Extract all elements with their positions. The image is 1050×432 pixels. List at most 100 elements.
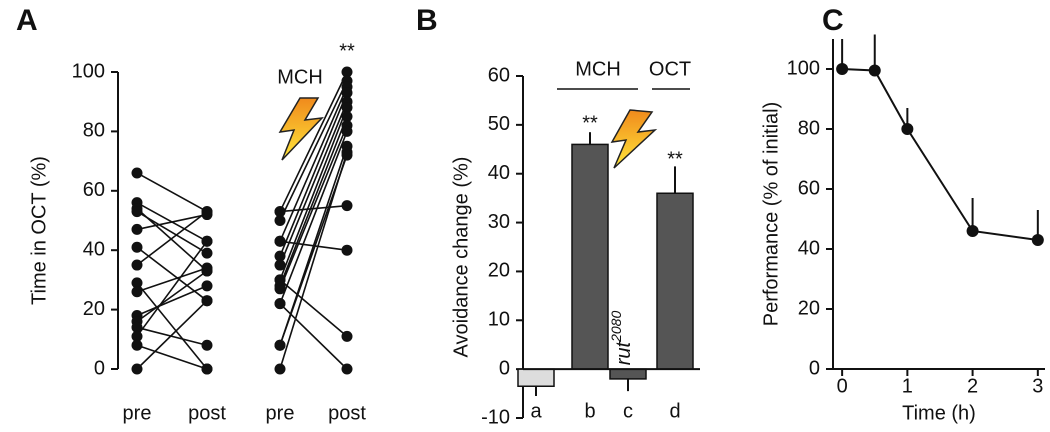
point (131, 321, 143, 333)
genotype-allele: 2080 (608, 311, 624, 343)
y-tick-label: 10 (488, 309, 510, 331)
point (341, 149, 353, 161)
x-tick-label: 0 (837, 375, 848, 397)
y-tick-label: -10 (481, 406, 510, 428)
pair-line (279, 303, 348, 370)
x-tick-label: d (669, 400, 680, 422)
point (201, 247, 213, 259)
annotation: ** (667, 148, 683, 170)
x-tick-label: 1 (902, 375, 913, 397)
pair-line (136, 344, 208, 370)
point (201, 295, 213, 307)
pair-line (136, 270, 208, 323)
pair-line (136, 326, 208, 347)
point (131, 339, 143, 351)
shock-icon (278, 97, 324, 161)
x-tick-label: pre (123, 402, 152, 424)
point (201, 339, 213, 351)
y-tick-label: 80 (83, 120, 105, 142)
annotation: ** (339, 40, 355, 62)
point (868, 64, 881, 77)
y-tick-label: 20 (83, 298, 105, 320)
annotation: MCH (277, 66, 323, 88)
point (131, 223, 143, 235)
pair-line (136, 282, 208, 370)
y-tick-label: 60 (798, 177, 820, 199)
x-tick-label: c (623, 400, 633, 422)
panel-label: A (16, 4, 38, 37)
point (341, 111, 353, 123)
genotype-label: rut2080 (608, 311, 636, 366)
point (341, 102, 353, 114)
x-tick-label: 2 (967, 375, 978, 397)
point (341, 363, 353, 375)
shock-icon (610, 109, 658, 169)
point (966, 225, 979, 237)
pair-line (279, 92, 348, 257)
x-axis-label: Time (h) (902, 402, 976, 424)
pair-line (279, 204, 348, 213)
annotation: ** (582, 112, 598, 134)
y-tick-label: 60 (488, 64, 510, 86)
point (274, 215, 286, 226)
point (131, 241, 143, 253)
pair-line (279, 125, 348, 290)
y-tick-label: 0 (94, 357, 105, 379)
y-tick-label: 20 (488, 260, 510, 282)
y-tick-label: 20 (798, 297, 820, 319)
panel-label: B (416, 4, 438, 37)
annotation: MCH (575, 58, 621, 80)
x-tick-label: post (328, 402, 366, 424)
y-tick-label: 100 (787, 57, 820, 79)
y-tick-label: 40 (798, 237, 820, 259)
y-tick-label: 50 (488, 113, 510, 135)
y-axis-label: Performance (% of initial) (760, 102, 782, 327)
point (836, 63, 849, 75)
point (1031, 234, 1044, 246)
annotation: OCT (649, 58, 691, 80)
point (131, 277, 143, 289)
point (274, 259, 286, 271)
point (131, 167, 143, 179)
y-axis-label: Time in OCT (%) (28, 156, 50, 305)
bar (656, 192, 694, 370)
pair-line (279, 86, 348, 242)
y-tick-label: 30 (488, 211, 510, 233)
y-tick-label: 100 (72, 60, 105, 82)
y-tick-label: 0 (809, 357, 820, 379)
point (201, 206, 213, 218)
x-tick-label: b (584, 400, 595, 422)
pair-line (279, 131, 348, 304)
point (201, 265, 213, 277)
line (842, 68, 1038, 241)
y-tick-label: 40 (488, 162, 510, 184)
point (131, 259, 143, 271)
x-tick-label: post (188, 402, 226, 424)
pair-line (279, 116, 348, 287)
bar (609, 368, 647, 380)
point (131, 330, 143, 342)
pair-line (136, 300, 208, 370)
y-tick-label: 80 (798, 117, 820, 139)
x-tick-label: 3 (1032, 375, 1043, 397)
point (341, 87, 353, 99)
point (131, 363, 143, 375)
pair-line (136, 210, 208, 266)
x-tick-label: a (530, 400, 542, 422)
point (274, 283, 286, 295)
point (274, 235, 286, 247)
panel-label: C (822, 4, 844, 37)
point (201, 363, 213, 375)
point (274, 339, 286, 351)
point (131, 286, 143, 298)
y-axis-label: Avoidance change (%) (450, 157, 472, 358)
point (341, 66, 353, 78)
point (274, 274, 286, 286)
pair-line (136, 285, 208, 317)
point (341, 125, 353, 137)
pair-line (136, 213, 208, 231)
point (274, 206, 286, 218)
y-tick-label: 60 (83, 179, 105, 201)
point (341, 330, 353, 342)
